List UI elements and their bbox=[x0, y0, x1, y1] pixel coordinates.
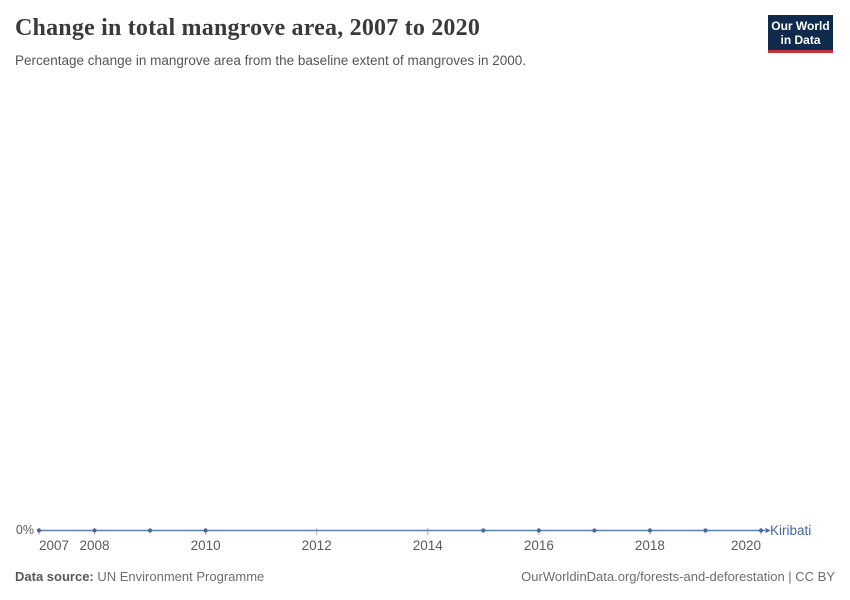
x-axis-tick-label: 2018 bbox=[634, 538, 665, 553]
data-point bbox=[703, 528, 708, 533]
x-axis-tick-label: 2008 bbox=[79, 538, 110, 553]
x-axis-tick-label: 2012 bbox=[301, 538, 332, 553]
chart-subtitle: Percentage change in mangrove area from … bbox=[15, 53, 527, 68]
data-point bbox=[92, 528, 97, 533]
owid-logo-line1: Our World bbox=[771, 19, 830, 33]
owid-logo-line2: in Data bbox=[780, 33, 821, 47]
data-point bbox=[36, 528, 42, 533]
data-source: Data source: UN Environment Programme bbox=[15, 568, 264, 585]
x-axis-tick-label: 2016 bbox=[523, 538, 554, 553]
data-point bbox=[536, 528, 541, 533]
x-axis-tick-label: 2020 bbox=[730, 538, 761, 553]
data-point bbox=[758, 528, 764, 533]
x-axis-tick-label: 2007 bbox=[39, 538, 70, 553]
y-axis-tick-label: 0% bbox=[15, 523, 34, 537]
data-source-value: UN Environment Programme bbox=[97, 569, 265, 584]
x-axis-tick-label: 2010 bbox=[190, 538, 221, 553]
data-point bbox=[147, 528, 153, 533]
line-end-arrow bbox=[765, 527, 771, 534]
owid-logo: Our World in Data bbox=[768, 15, 833, 53]
chart-title: Change in total mangrove area, 2007 to 2… bbox=[15, 15, 481, 41]
footer-license-link[interactable]: OurWorldinData.org/forests-and-deforesta… bbox=[521, 569, 835, 584]
data-point bbox=[592, 528, 597, 533]
series-label-kiribati: Kiribati bbox=[770, 523, 812, 538]
x-axis-tick-label: 2014 bbox=[412, 538, 443, 553]
data-point bbox=[481, 528, 486, 533]
data-point bbox=[647, 528, 653, 533]
data-point bbox=[203, 528, 208, 533]
data-source-label: Data source: bbox=[15, 569, 94, 584]
